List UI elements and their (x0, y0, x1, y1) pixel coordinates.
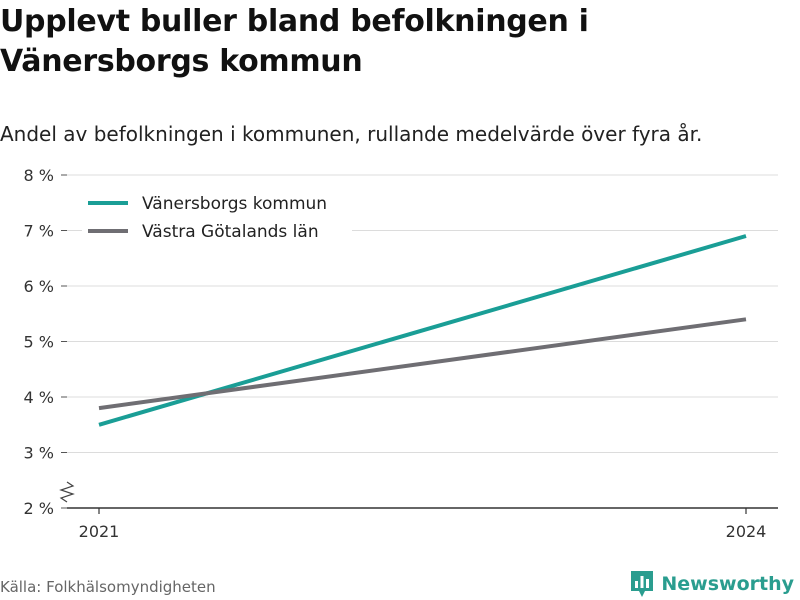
legend-bg (82, 187, 352, 211)
y-tick-label: 6 % (24, 277, 54, 296)
y-tick-label: 2 % (24, 499, 54, 518)
chart-title: Upplevt buller bland befolkningen i Väne… (0, 4, 589, 79)
brand-name: Newsworthy (661, 573, 794, 595)
y-tick-label: 8 % (24, 166, 54, 185)
y-axis: 2 % 3 % 4 % 5 % 6 % 7 % 8 % (24, 166, 75, 518)
legend-bg (82, 215, 352, 239)
y-tick-label: 7 % (24, 222, 54, 241)
y-tick-label: 5 % (24, 333, 54, 352)
legend-label-2: Västra Götalands län (142, 222, 319, 242)
x-tick-label: 2024 (726, 522, 767, 541)
chart-subtitle: Andel av befolkningen i kommunen, rullan… (0, 122, 703, 146)
y-tick-label: 3 % (24, 444, 54, 463)
series-line-2 (98, 317, 747, 411)
brand-logo: Newsworthy (629, 569, 794, 599)
legend: Vänersborgs kommun Västra Götalands län (82, 187, 352, 242)
x-tick-label: 2021 (79, 522, 120, 541)
y-tick-label: 4 % (24, 388, 54, 407)
series-lines (98, 234, 747, 427)
x-axis: 2021 2024 (67, 507, 778, 541)
bar-chart-badge-icon (631, 571, 654, 597)
axis-break-icon (59, 481, 75, 503)
legend-label-1: Vänersborgs kommun (142, 194, 327, 214)
source-note: Källa: Folkhälsomyndigheten (0, 578, 216, 596)
